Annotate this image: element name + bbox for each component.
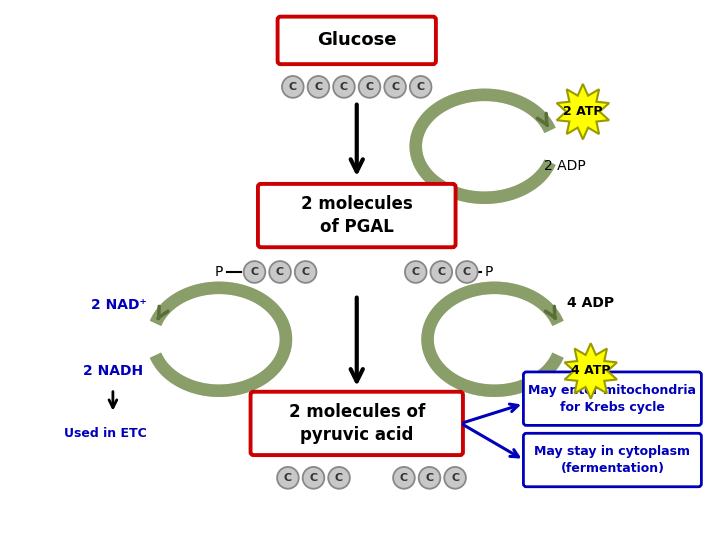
Text: 2 molecules
of PGAL: 2 molecules of PGAL — [301, 195, 413, 237]
Polygon shape — [557, 84, 609, 139]
Text: 4 ATP: 4 ATP — [571, 364, 611, 377]
Circle shape — [393, 467, 415, 489]
Text: May stay in cytoplasm
(fermentation): May stay in cytoplasm (fermentation) — [534, 445, 690, 475]
Text: May enter mitochondria
for Krebs cycle: May enter mitochondria for Krebs cycle — [528, 383, 696, 414]
Circle shape — [384, 76, 406, 98]
Text: C: C — [276, 267, 284, 277]
Text: 2 molecules of
pyruvic acid: 2 molecules of pyruvic acid — [289, 403, 425, 444]
Text: 2 NADH: 2 NADH — [83, 364, 143, 378]
FancyBboxPatch shape — [278, 17, 436, 64]
Circle shape — [419, 467, 441, 489]
Text: C: C — [251, 267, 258, 277]
Circle shape — [328, 467, 350, 489]
FancyBboxPatch shape — [251, 392, 463, 455]
Circle shape — [333, 76, 355, 98]
Text: C: C — [315, 82, 323, 92]
Text: 4 ADP: 4 ADP — [567, 296, 614, 309]
FancyBboxPatch shape — [523, 372, 701, 426]
Circle shape — [243, 261, 265, 283]
Text: C: C — [391, 82, 399, 92]
Text: C: C — [289, 82, 297, 92]
Circle shape — [307, 76, 329, 98]
Circle shape — [410, 76, 431, 98]
FancyBboxPatch shape — [258, 184, 456, 247]
Text: P: P — [215, 265, 223, 279]
Text: C: C — [366, 82, 374, 92]
Circle shape — [431, 261, 452, 283]
Text: C: C — [437, 267, 446, 277]
Text: 2 ATP: 2 ATP — [563, 105, 603, 118]
Circle shape — [444, 467, 466, 489]
Circle shape — [456, 261, 477, 283]
Circle shape — [359, 76, 380, 98]
Circle shape — [269, 261, 291, 283]
Text: C: C — [451, 473, 459, 483]
Text: C: C — [412, 267, 420, 277]
Text: Used in ETC: Used in ETC — [63, 427, 146, 440]
Text: 2 ADP: 2 ADP — [544, 159, 586, 173]
Polygon shape — [564, 343, 617, 399]
Text: C: C — [426, 473, 433, 483]
Text: C: C — [284, 473, 292, 483]
Text: P: P — [485, 265, 492, 279]
Text: 2 NAD⁺: 2 NAD⁺ — [91, 298, 147, 312]
Circle shape — [282, 76, 304, 98]
Text: C: C — [463, 267, 471, 277]
Text: C: C — [417, 82, 425, 92]
Circle shape — [277, 467, 299, 489]
Text: C: C — [302, 267, 310, 277]
Circle shape — [302, 467, 324, 489]
Circle shape — [294, 261, 316, 283]
Text: C: C — [335, 473, 343, 483]
Text: Glucose: Glucose — [317, 31, 397, 49]
Text: C: C — [310, 473, 318, 483]
Text: C: C — [340, 82, 348, 92]
FancyBboxPatch shape — [523, 433, 701, 487]
Circle shape — [405, 261, 426, 283]
Text: C: C — [400, 473, 408, 483]
